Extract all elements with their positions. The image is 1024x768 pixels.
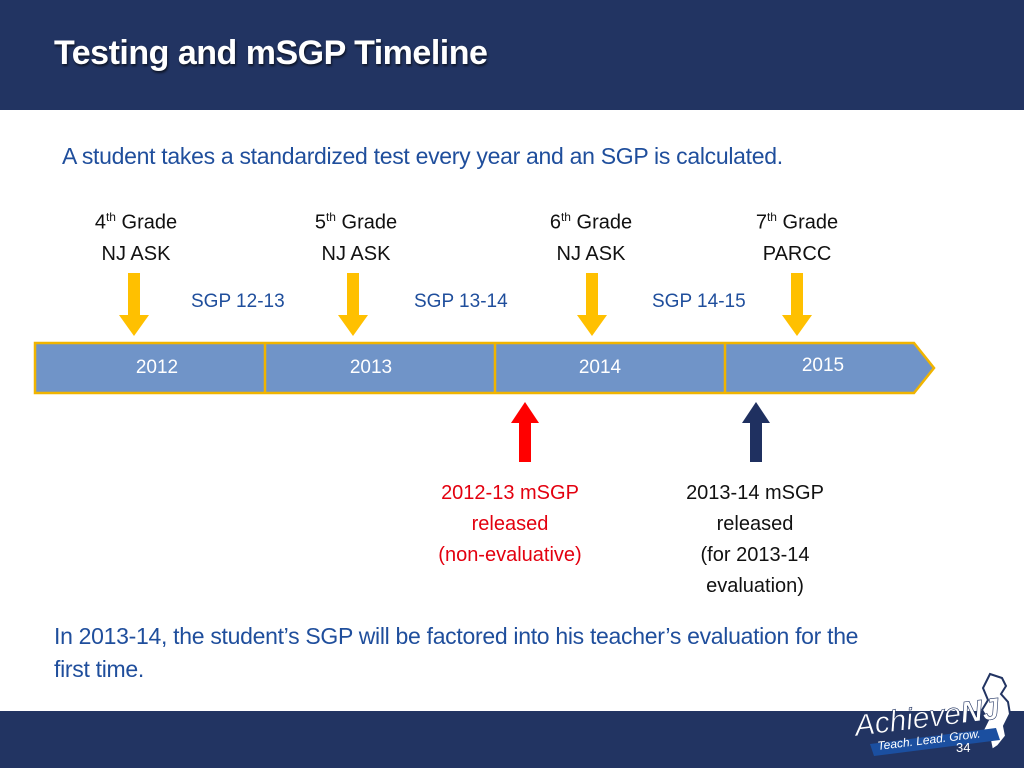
grade-label-5: 5th Grade NJ ASK bbox=[314, 210, 398, 265]
tagline-band bbox=[870, 728, 1000, 756]
footer-bar bbox=[0, 711, 1024, 768]
year-label-2014: 2014 bbox=[578, 357, 622, 378]
year-label-2012: 2012 bbox=[135, 357, 179, 378]
slide-subtitle: A student takes a standardized test ever… bbox=[62, 143, 783, 169]
down-arrow-icon bbox=[577, 273, 607, 336]
up-arrow-icon bbox=[511, 402, 539, 462]
header-bar bbox=[0, 0, 1024, 110]
page-number: 34 bbox=[956, 740, 971, 755]
up-arrow-icon bbox=[742, 402, 770, 462]
year-label-2015: 2015 bbox=[801, 355, 845, 376]
release-note-2013-14: 2013-14 mSGP released (for 2013-14 evalu… bbox=[686, 482, 824, 597]
sgp-label-14-15: SGP 14-15 bbox=[652, 291, 746, 312]
down-arrow-icon bbox=[119, 273, 149, 336]
grade-label-7: 7th Grade PARCC bbox=[755, 210, 839, 265]
timeline-graphic bbox=[33, 273, 936, 462]
sgp-label-12-13: SGP 12-13 bbox=[191, 291, 285, 312]
down-arrow-icon bbox=[338, 273, 368, 336]
down-arrow-icon bbox=[782, 273, 812, 336]
year-label-2013: 2013 bbox=[349, 357, 393, 378]
grade-label-4: 4th Grade NJ ASK bbox=[94, 210, 178, 265]
timeline-bar bbox=[33, 341, 936, 395]
slide-title: Testing and mSGP Timeline bbox=[54, 34, 488, 72]
sgp-label-13-14: SGP 13-14 bbox=[414, 291, 508, 312]
release-note-2012-13: 2012-13 mSGP released (non-evaluative) bbox=[438, 482, 582, 566]
grade-label-6: 6th Grade NJ ASK bbox=[549, 210, 633, 265]
bottom-statement: In 2013-14, the student’s SGP will be fa… bbox=[54, 623, 859, 682]
achievenj-logo: Teach. Lead. Grow. AchieveNJ bbox=[852, 672, 1012, 756]
